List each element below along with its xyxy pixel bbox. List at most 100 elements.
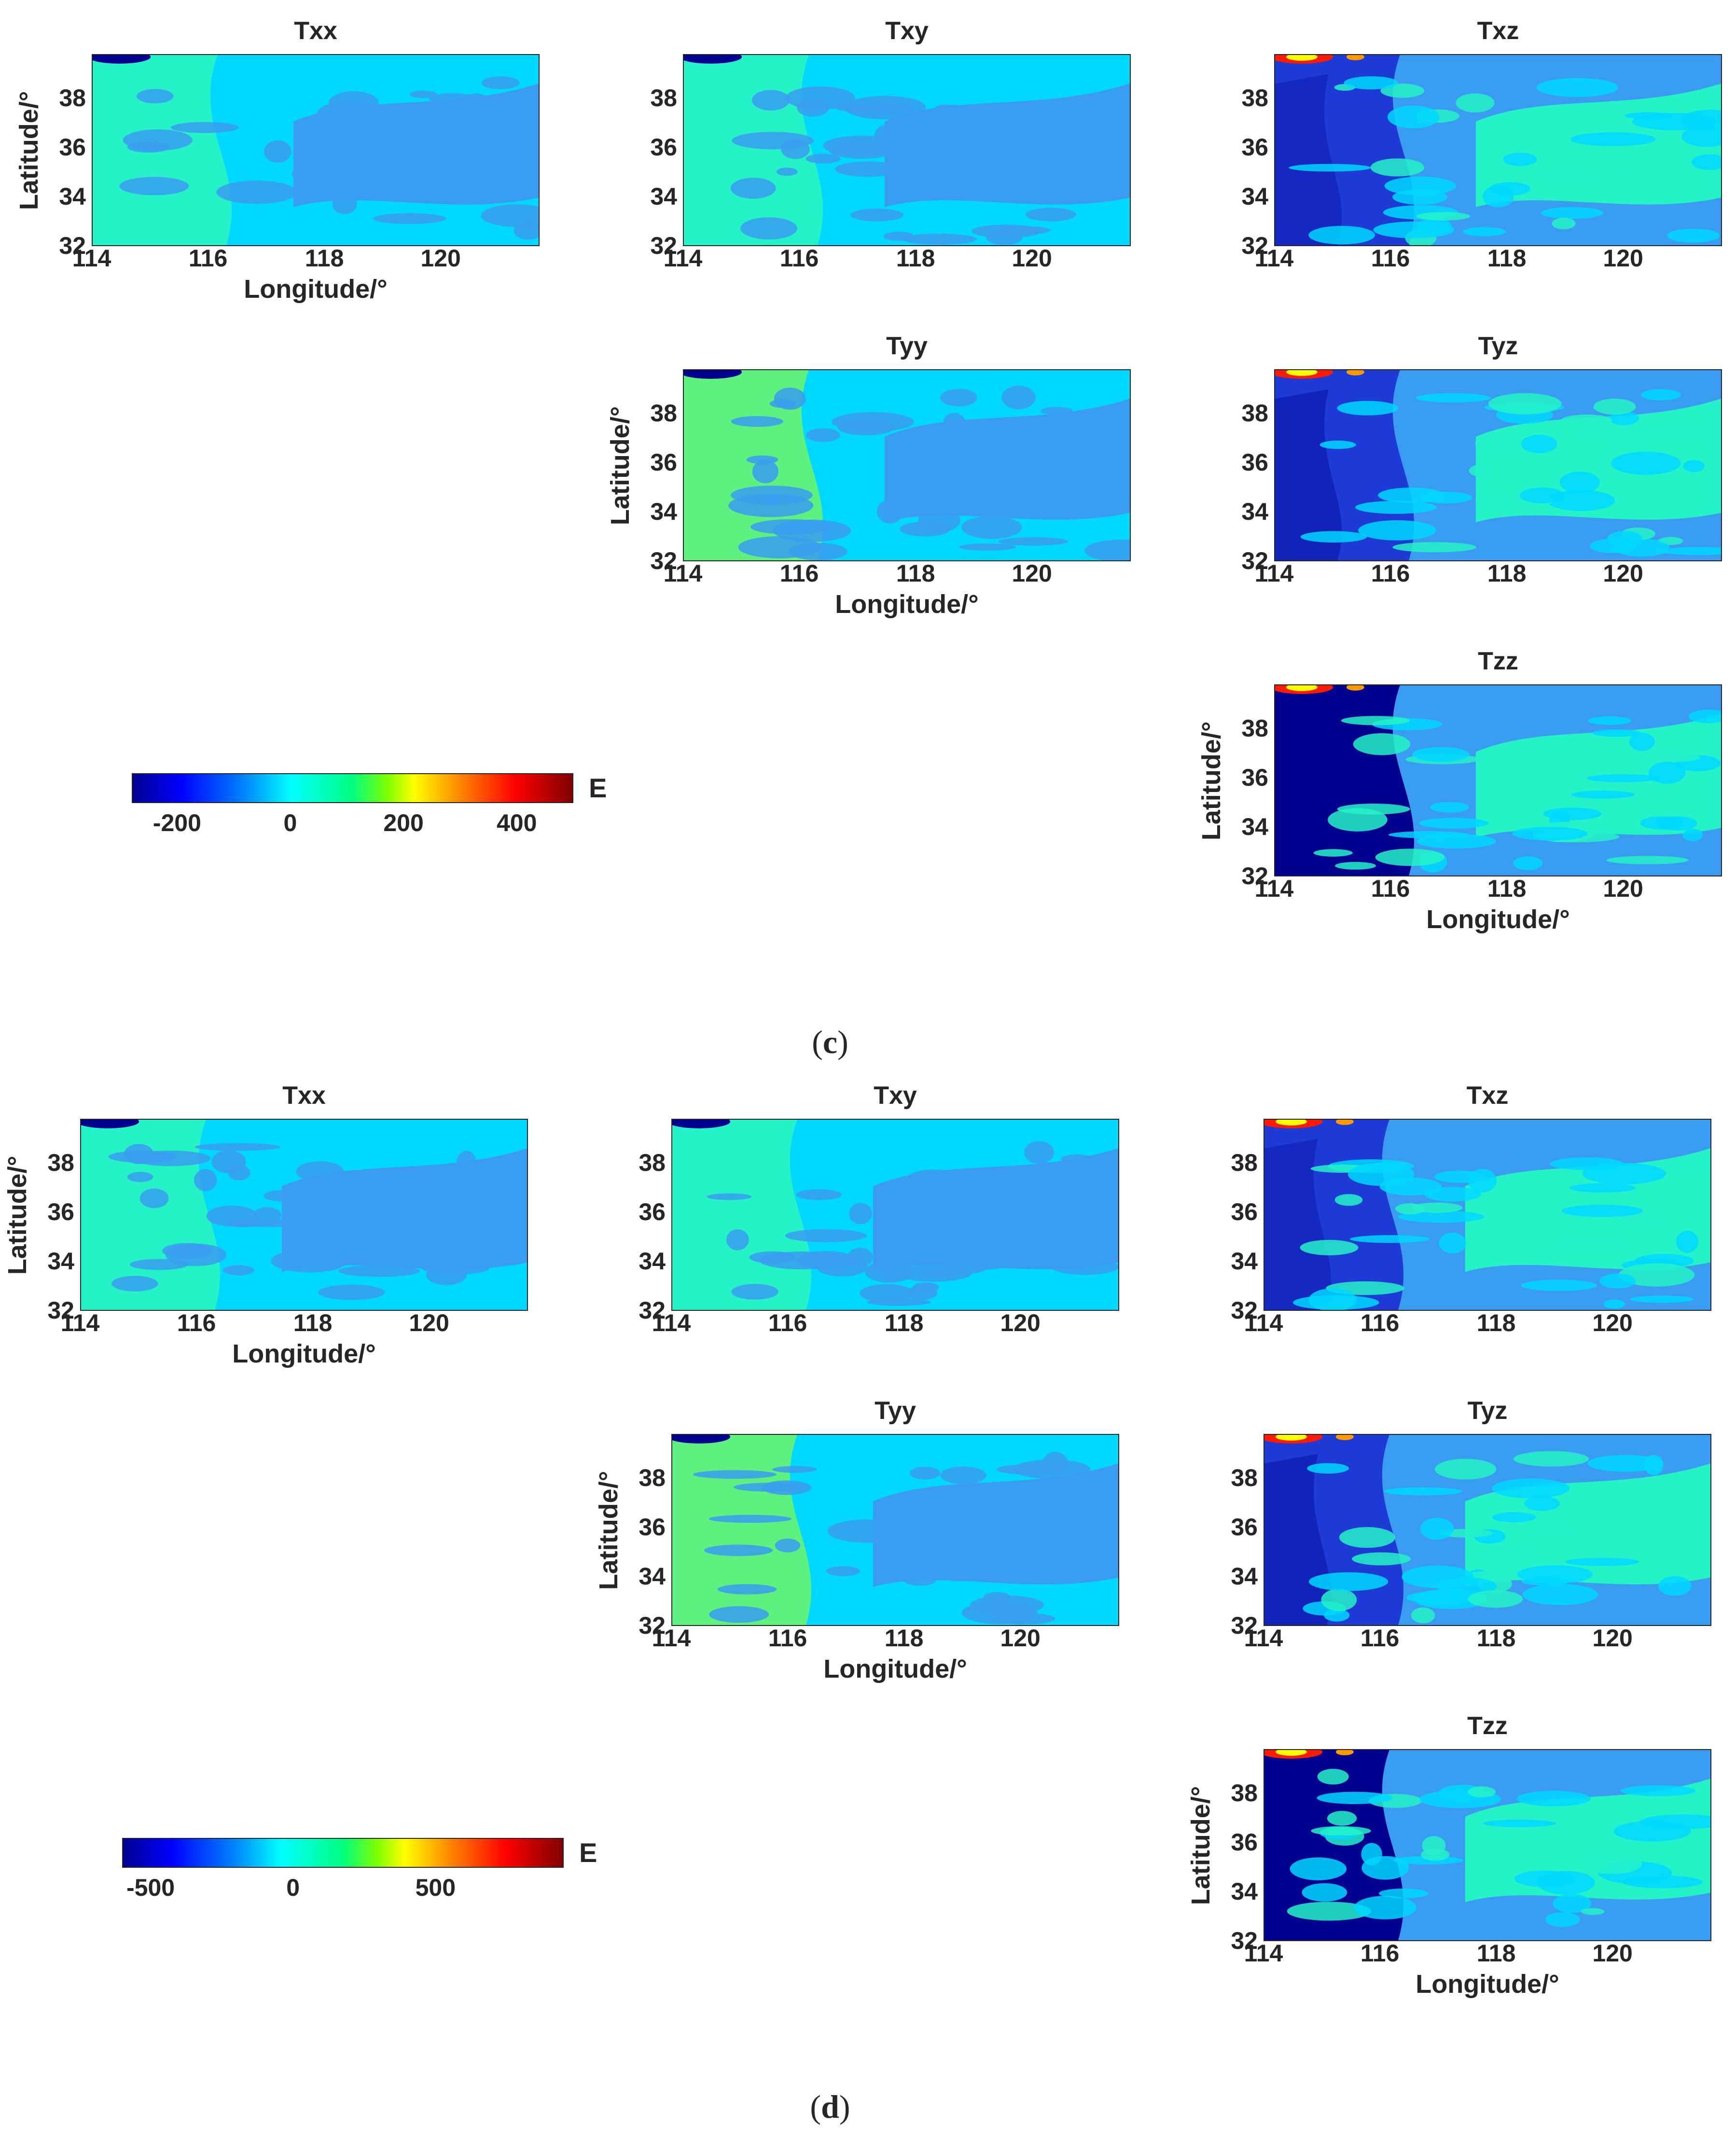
- field-contour-blob: [704, 1544, 773, 1556]
- y-tick-label: 38: [650, 84, 677, 111]
- field-contour-blob: [1536, 78, 1619, 97]
- panel-title: Tyz: [1467, 1397, 1508, 1425]
- heatmap-field: [81, 1120, 527, 1310]
- x-tick-label: 114: [652, 1309, 691, 1336]
- y-tick-label: 36: [650, 448, 677, 476]
- anomaly-secondary: [1335, 1120, 1354, 1125]
- field-contour-blob: [1344, 76, 1399, 90]
- field-contour-blob: [728, 494, 814, 517]
- field-contour-blob: [752, 90, 790, 111]
- field-contour-blob: [1085, 172, 1130, 188]
- field-contour-blob: [1681, 125, 1721, 147]
- field-contour-blob: [338, 1265, 420, 1277]
- x-tick-label: 120: [1592, 1309, 1633, 1336]
- field-contour-blob: [906, 1169, 962, 1190]
- anomaly-top-left: [93, 55, 151, 64]
- anomaly-core: [1276, 1435, 1307, 1441]
- y-tick-label: 38: [1231, 1779, 1258, 1807]
- field-contour-blob: [1321, 1588, 1357, 1611]
- x-axis-label: Longitude/°: [244, 275, 388, 304]
- field-contour-blob: [1581, 1908, 1605, 1915]
- anomaly-core: [1276, 1120, 1307, 1126]
- y-tick-label: 34: [47, 1247, 74, 1275]
- field-contour-blob: [1419, 818, 1489, 829]
- x-tick-label: 118: [1487, 875, 1527, 902]
- field-contour-blob: [1337, 401, 1399, 416]
- field-contour-blob: [296, 189, 333, 203]
- field-west-core: [1264, 1139, 1332, 1310]
- field-contour-blob: [1307, 1463, 1349, 1474]
- field-contour-blob: [514, 222, 539, 240]
- field-contour-blob: [849, 1203, 873, 1224]
- panel-title: Txx: [294, 17, 337, 45]
- y-axis-label: Latitude/°: [594, 1471, 623, 1590]
- field-west-band: [672, 1435, 812, 1625]
- field-contour-blob: [903, 1198, 973, 1216]
- field-contour-blob: [1411, 1607, 1435, 1624]
- field-contour-blob: [1667, 228, 1720, 243]
- field-contour-blob: [1613, 1821, 1691, 1842]
- field-contour-blob: [1571, 791, 1635, 799]
- field-contour-blob: [918, 509, 961, 532]
- anomaly-secondary: [1335, 1750, 1354, 1755]
- anomaly-top-left: [684, 55, 742, 64]
- x-tick-label: 118: [305, 245, 344, 272]
- field-contour-blob: [1350, 1235, 1430, 1243]
- x-tick-label: 116: [188, 245, 228, 272]
- field-contour-blob: [1024, 1141, 1054, 1164]
- x-tick-label: 114: [1254, 875, 1294, 902]
- field-contour-blob: [1025, 208, 1076, 222]
- field-contour-blob: [1559, 471, 1600, 493]
- colorbar-tick-label: -500: [126, 1874, 175, 1901]
- field-contour-blob: [1392, 542, 1477, 553]
- field-contour-blob: [317, 101, 378, 124]
- y-axis-label: Latitude/°: [3, 1155, 32, 1275]
- field-contour-blob: [943, 1571, 975, 1582]
- figure-label: (c): [812, 1024, 848, 1060]
- heatmap-panel: [683, 54, 1131, 246]
- field-contour-blob: [1570, 132, 1656, 146]
- heatmap-field: [684, 55, 1130, 245]
- y-tick-label: 34: [59, 182, 86, 210]
- field-contour-blob: [1335, 862, 1376, 870]
- x-tick-label: 116: [1360, 1940, 1400, 1967]
- y-tick-label: 38: [1241, 399, 1268, 427]
- field-contour-blob: [127, 141, 170, 153]
- field-contour-blob: [1355, 500, 1437, 514]
- field-contour-blob: [1588, 716, 1632, 725]
- field-contour-blob: [1664, 1155, 1710, 1173]
- field-contour-blob: [894, 121, 937, 141]
- field-contour-blob: [832, 412, 914, 432]
- field-contour-blob: [1561, 414, 1612, 426]
- field-contour-blob: [1648, 762, 1686, 784]
- heatmap-panel: [683, 369, 1131, 561]
- field-contour-blob: [1042, 1212, 1108, 1220]
- field-contour-blob: [456, 1151, 476, 1174]
- field-contour-blob: [1491, 1478, 1570, 1499]
- x-tick-label: 118: [896, 560, 935, 587]
- panel-title: Tzz: [1467, 1712, 1508, 1740]
- x-tick-label: 116: [1360, 1625, 1400, 1652]
- field-contour-blob: [1582, 1163, 1666, 1184]
- field-contour-blob: [222, 1265, 254, 1276]
- colorbar-tick-label: 200: [383, 809, 424, 836]
- y-tick-label: 32: [1241, 547, 1268, 574]
- field-contour-blob: [1521, 435, 1557, 453]
- field-contour-blob: [902, 234, 977, 245]
- field-contour-blob: [1483, 1820, 1556, 1827]
- field-contour-blob: [1635, 752, 1701, 763]
- x-tick-label: 116: [1371, 560, 1410, 587]
- field-contour-blob: [943, 1485, 1025, 1504]
- field-contour-blob: [954, 126, 1005, 136]
- field-contour-blob: [972, 1566, 1010, 1581]
- y-axis-label: Latitude/°: [1197, 721, 1226, 841]
- anomaly-core: [1286, 55, 1318, 61]
- colorbar-tick-label: 0: [283, 809, 297, 836]
- field-contour-blob: [1516, 1791, 1591, 1807]
- x-tick-label: 114: [663, 560, 703, 587]
- field-contour-blob: [389, 145, 433, 166]
- figure-label: (d): [810, 2088, 850, 2125]
- field-contour-blob: [1640, 389, 1681, 401]
- x-tick-label: 118: [293, 1309, 333, 1336]
- field-west-core: [1275, 74, 1342, 245]
